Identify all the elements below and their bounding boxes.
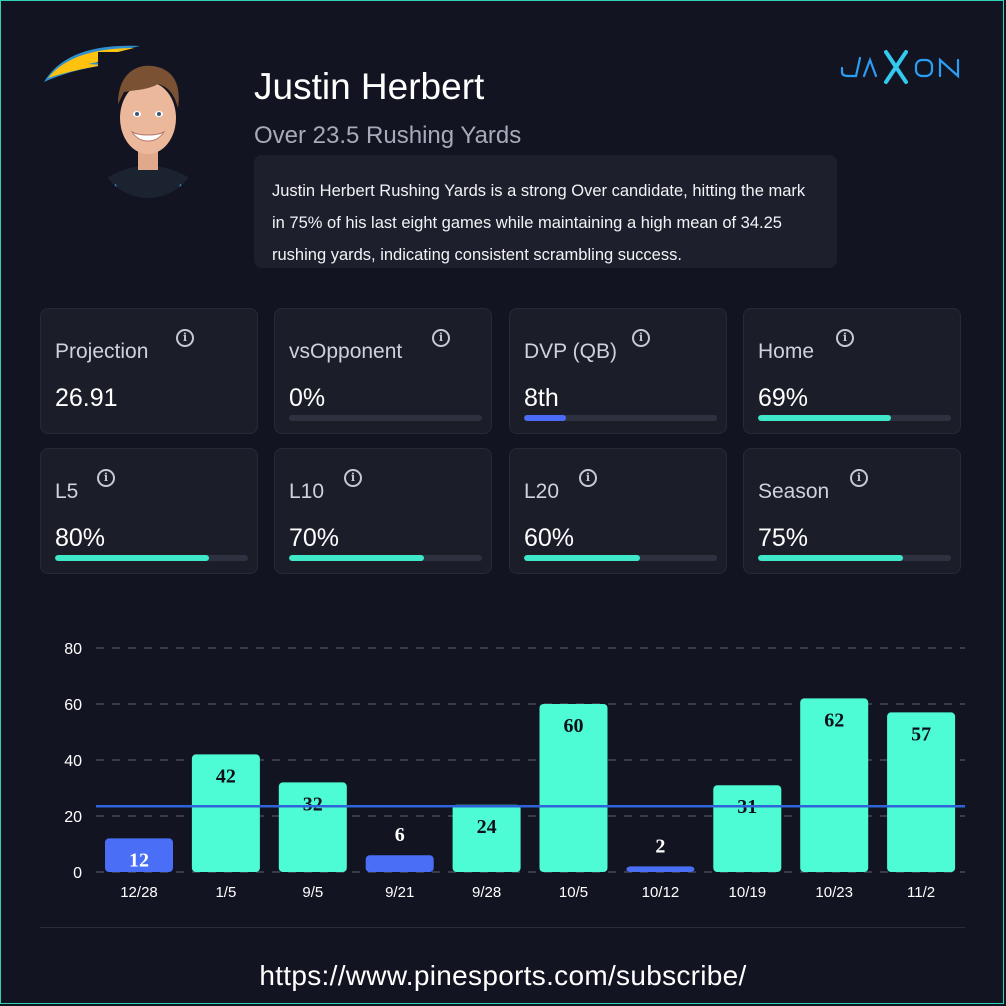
card-value: 69% — [758, 384, 809, 412]
info-icon[interactable]: i — [579, 469, 597, 487]
card-l20: L20 i 60% — [509, 448, 727, 574]
card-value: 70% — [289, 524, 340, 552]
player-name: Justin Herbert — [254, 66, 485, 107]
progress-fill — [289, 555, 425, 561]
progress-track — [524, 555, 717, 561]
card-projection: Projection i 26.91 — [40, 308, 258, 434]
y-tick-label: 40 — [64, 753, 82, 770]
progress-track — [289, 415, 482, 421]
bar-value-label: 32 — [303, 793, 323, 815]
x-tick-label: 10/23 — [815, 884, 853, 901]
card-value: 60% — [524, 524, 575, 552]
prop-line: Over 23.5 Rushing Yards — [254, 122, 522, 149]
x-tick-label: 10/19 — [729, 884, 767, 901]
x-tick-label: 9/21 — [385, 884, 414, 901]
card-vsopponent: vsOpponent i 0% — [274, 308, 492, 434]
bar-value-label: 62 — [824, 709, 844, 731]
info-icon[interactable]: i — [344, 469, 362, 487]
card-label: L20 — [524, 480, 560, 503]
bar — [105, 838, 173, 872]
x-tick-label: 10/5 — [559, 884, 588, 901]
x-tick-label: 12/28 — [120, 884, 158, 901]
card-value: 75% — [758, 524, 809, 552]
footer-divider — [40, 927, 965, 928]
y-tick-label: 20 — [64, 809, 82, 826]
progress-track — [55, 555, 248, 561]
bar-value-label: 24 — [477, 816, 497, 838]
progress-track — [758, 555, 951, 561]
x-tick-label: 9/5 — [302, 884, 323, 901]
info-icon[interactable]: i — [850, 469, 868, 487]
progress-track — [289, 555, 482, 561]
bar-value-label: 2 — [655, 835, 665, 857]
y-tick-label: 80 — [64, 641, 82, 658]
card-label: L5 — [55, 480, 79, 503]
card-label: Home — [758, 340, 815, 363]
bar — [191, 754, 260, 872]
bar — [365, 855, 434, 872]
progress-fill — [524, 555, 640, 561]
card-value: 26.91 — [55, 384, 118, 412]
info-icon[interactable]: i — [432, 329, 450, 347]
card-label: L10 — [289, 480, 325, 503]
x-tick-label: 1/5 — [215, 884, 236, 901]
y-tick-label: 0 — [73, 865, 82, 882]
x-tick-label: 10/12 — [642, 884, 680, 901]
card-l5: L5 i 80% — [40, 448, 258, 574]
progress-fill — [758, 555, 903, 561]
bar-value-label: 6 — [395, 824, 405, 846]
progress-fill — [758, 415, 892, 421]
jaxon-brand-logo — [840, 50, 960, 84]
bar-value-label: 12 — [129, 849, 149, 871]
bar-value-label: 57 — [911, 723, 931, 745]
bar — [539, 704, 608, 872]
card-value: 80% — [55, 524, 106, 552]
summary-text: Justin Herbert Rushing Yards is a strong… — [272, 182, 806, 264]
card-label: DVP (QB) — [524, 340, 617, 363]
summary-box: Justin Herbert Rushing Yards is a strong… — [254, 155, 837, 268]
player-avatar — [98, 52, 198, 198]
card-label: Season — [758, 480, 830, 503]
progress-fill — [55, 555, 210, 561]
bar-value-label: 60 — [564, 715, 584, 737]
card-label: vsOpponent — [289, 340, 403, 363]
progress-track — [758, 415, 951, 421]
card-value: 0% — [289, 384, 326, 412]
subscribe-link[interactable]: https://www.pinesports.com/subscribe/ — [259, 960, 747, 991]
bar-value-label: 42 — [216, 765, 236, 787]
card-label: Projection — [55, 340, 149, 363]
bar — [887, 712, 956, 872]
info-icon[interactable]: i — [632, 329, 650, 347]
bar — [800, 698, 869, 872]
card-dvp: DVP (QB) i 8th — [509, 308, 727, 434]
info-icon[interactable]: i — [836, 329, 854, 347]
bar — [626, 866, 695, 872]
progress-fill — [524, 415, 567, 421]
x-tick-label: 11/2 — [907, 884, 935, 901]
progress-track — [524, 415, 717, 421]
y-tick-label: 60 — [64, 697, 82, 714]
x-tick-label: 9/28 — [472, 884, 501, 901]
rushing-yards-bar-chart: 0 20 40 60 80 12 12/28 42 1/5 32 9/5 6 9/21 24 9/28 60 1… — [64, 641, 965, 901]
card-home: Home i 69% — [743, 308, 961, 434]
bar — [278, 782, 347, 872]
card-l10: L10 i 70% — [274, 448, 492, 574]
card-season: Season i 75% — [743, 448, 961, 574]
info-icon[interactable]: i — [97, 469, 115, 487]
card-value: 8th — [524, 384, 559, 412]
info-icon[interactable]: i — [176, 329, 194, 347]
bar — [452, 804, 521, 872]
